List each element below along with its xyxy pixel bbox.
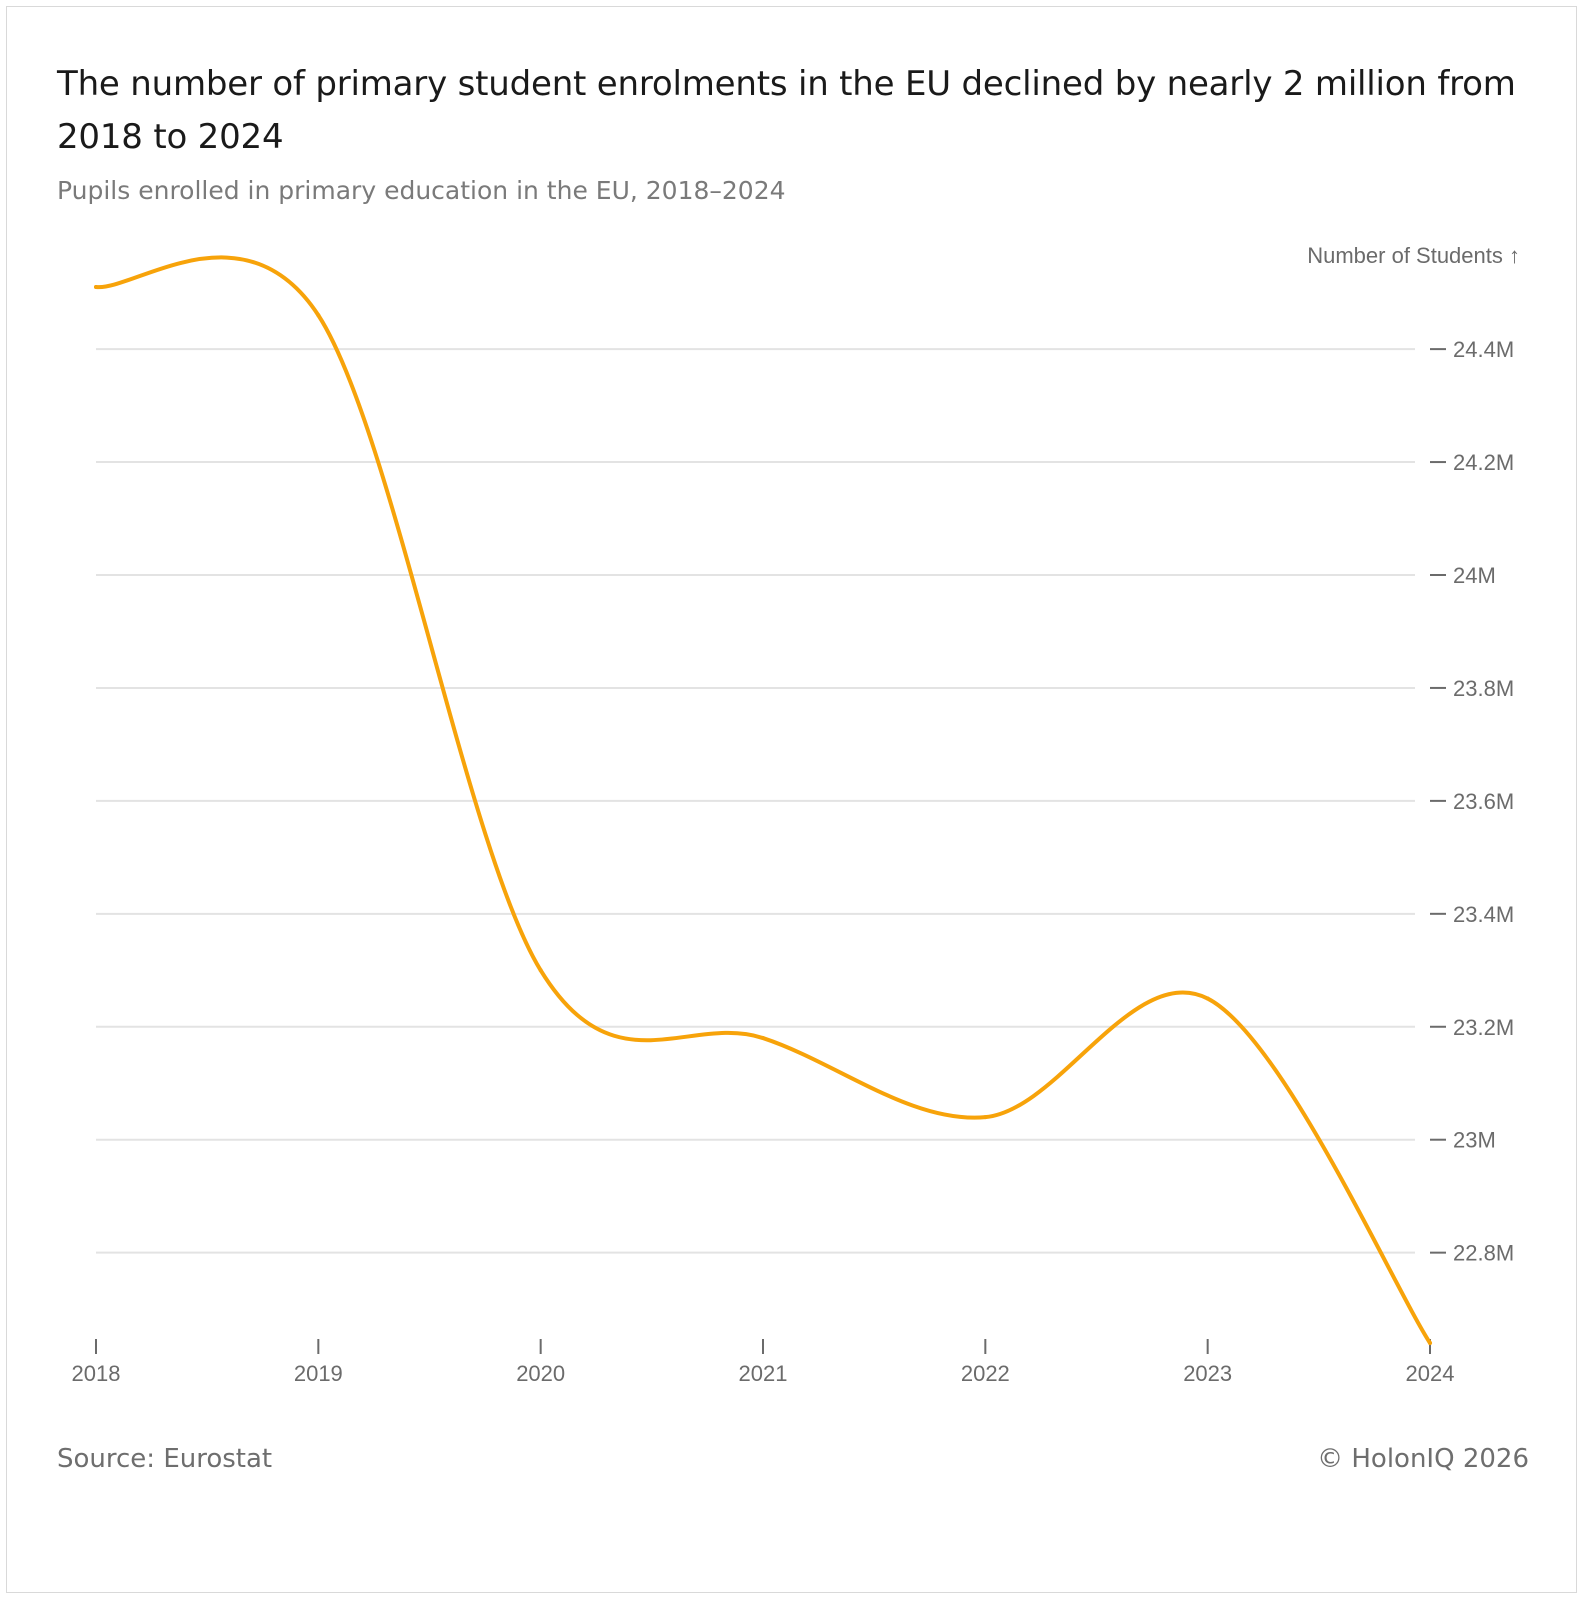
data-point-2023 bbox=[1205, 996, 1210, 1001]
y-tick-label: 23.4M bbox=[1453, 902, 1514, 927]
grid-lines bbox=[96, 348, 1415, 1254]
y-tick-label: 24.2M bbox=[1453, 450, 1514, 475]
x-axis: 2018 2019 2020 2021 2022 2023 2024 bbox=[72, 1339, 1455, 1386]
data-points bbox=[94, 285, 1432, 1345]
y-axis: 22.8M 23M 23.2M 23.4M 23.6M 23.8M 24M 24.2M 24.4… bbox=[1430, 337, 1514, 1266]
x-tick-label: 2024 bbox=[1406, 1361, 1455, 1386]
y-tick-label: 23.8M bbox=[1453, 676, 1514, 701]
y-tick-label: 23M bbox=[1453, 1128, 1496, 1153]
chart-frame bbox=[6, 6, 1577, 1593]
copyright-note: © HolonIQ 2026 bbox=[1317, 1444, 1529, 1474]
data-point-2024 bbox=[1428, 1341, 1432, 1345]
x-tick-label: 2020 bbox=[516, 1361, 565, 1386]
y-axis-label: Number of Students ↑ bbox=[1307, 243, 1520, 268]
data-point-2021 bbox=[761, 1036, 765, 1041]
x-tick-label: 2022 bbox=[961, 1361, 1010, 1386]
x-tick-label: 2019 bbox=[294, 1361, 343, 1386]
data-point-2022 bbox=[983, 1115, 988, 1120]
x-tick-label: 2018 bbox=[72, 1361, 121, 1386]
y-tick-label: 24.4M bbox=[1453, 337, 1514, 362]
data-point-2018 bbox=[94, 285, 98, 289]
y-tick-label: 22.8M bbox=[1453, 1241, 1514, 1266]
data-point-2019 bbox=[316, 313, 321, 318]
x-tick-label: 2023 bbox=[1183, 1361, 1232, 1386]
source-note: Source: Eurostat bbox=[57, 1444, 273, 1474]
chart-title: The number of primary student enrolments… bbox=[57, 64, 1516, 157]
y-tick-label: 23.6M bbox=[1453, 789, 1514, 814]
y-tick-label: 23.2M bbox=[1453, 1015, 1514, 1040]
chart-subtitle: Pupils enrolled in primary education in … bbox=[57, 176, 786, 205]
x-tick-label: 2021 bbox=[739, 1361, 788, 1386]
data-point-2020 bbox=[538, 968, 543, 973]
y-tick-label: 24M bbox=[1453, 563, 1496, 588]
